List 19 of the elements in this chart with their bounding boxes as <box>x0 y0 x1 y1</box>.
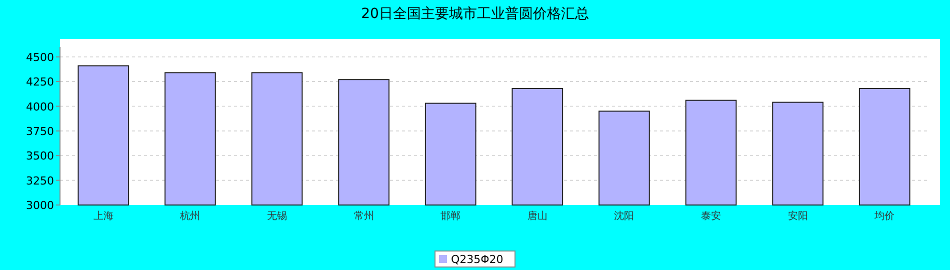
chart-title: 20日全国主要城市工业普圆价格汇总 <box>361 5 589 22</box>
x-tick-label: 均价 <box>874 210 895 222</box>
legend-label: Q235Φ20 <box>451 253 504 266</box>
y-tick-label: 3500 <box>26 150 54 163</box>
y-tick-label: 3250 <box>26 174 54 188</box>
y-tick-label: 4250 <box>26 76 54 89</box>
y-tick-label: 3000 <box>26 199 54 212</box>
x-tick-label: 杭州 <box>179 210 200 222</box>
x-tick-label: 上海 <box>93 210 114 222</box>
x-tick-label: 泰安 <box>701 210 721 222</box>
x-tick-label: 唐山 <box>527 210 548 222</box>
x-tick-label: 沈阳 <box>614 210 634 222</box>
x-tick-label: 无锡 <box>267 211 287 222</box>
x-tick-label: 常州 <box>354 210 374 222</box>
y-tick-label: 3750 <box>26 124 54 138</box>
y-tick-label: 4500 <box>26 50 54 64</box>
x-tick-label: 安阳 <box>788 210 808 222</box>
x-tick-label: 邯郸 <box>440 210 461 222</box>
y-tick-label: 4000 <box>26 100 54 114</box>
